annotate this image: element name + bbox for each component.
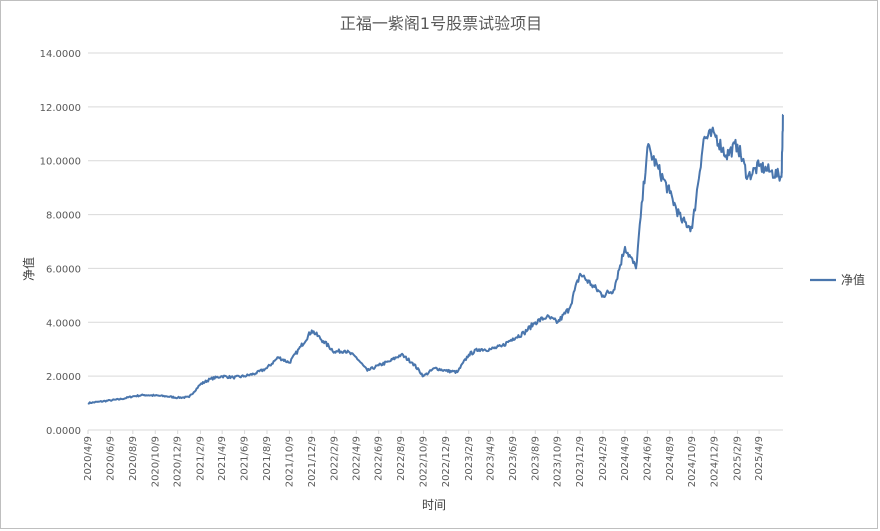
x-tick-label: 2023/4/9 <box>485 436 496 481</box>
series-layer <box>87 113 784 405</box>
x-tick-label: 2024/6/9 <box>642 436 653 481</box>
x-tick-label: 2022/2/9 <box>330 436 341 481</box>
grid-lines <box>88 52 783 377</box>
x-tick-label: 2020/8/9 <box>128 436 139 481</box>
x-tick-label: 2022/8/9 <box>396 436 407 481</box>
chart-title: 正福一紫阁1号股票试验项目 <box>340 14 542 33</box>
y-tick-label: 0.0000 <box>46 426 81 437</box>
x-tick-label: 2021/12/9 <box>307 436 318 487</box>
x-tick-label: 2023/10/9 <box>553 436 564 487</box>
x-tick-label: 2025/2/9 <box>732 436 743 481</box>
x-tick-label: 2024/8/9 <box>665 436 676 481</box>
legend-label: 净值 <box>841 272 865 287</box>
x-tick-label: 2022/6/9 <box>374 436 385 481</box>
x-tick-label: 2022/12/9 <box>441 436 452 487</box>
x-tick-label: 2024/10/9 <box>687 436 698 487</box>
x-tick-label: 2020/6/9 <box>105 436 116 481</box>
y-axis-ticks: 0.0000 2.0000 4.0000 6.0000 8.0000 10.0000 12.… <box>40 49 81 437</box>
y-tick-label: 4.0000 <box>46 318 81 329</box>
x-tick-label: 2024/2/9 <box>598 436 609 481</box>
x-tick-label: 2021/4/9 <box>217 436 228 481</box>
y-tick-label: 8.0000 <box>46 211 81 222</box>
y-tick-label: 10.0000 <box>40 157 81 168</box>
x-tick-label: 2022/4/9 <box>351 436 362 481</box>
x-tick-label: 2021/6/9 <box>240 436 251 481</box>
x-tick-label: 2022/10/9 <box>419 436 430 487</box>
y-tick-label: 2.0000 <box>46 372 81 383</box>
x-tick-label: 2021/8/9 <box>262 436 273 481</box>
x-tick-label: 2025/4/9 <box>754 436 765 481</box>
x-tick-label: 2021/10/9 <box>284 436 295 487</box>
y-axis-label: 净值 <box>21 257 36 281</box>
x-axis-ticks: 2020/4/9 2020/6/9 2020/8/9 2020/10/9 2020/12… <box>83 430 765 487</box>
y-tick-label: 6.0000 <box>46 264 81 275</box>
x-tick-label: 2023/12/9 <box>575 436 586 487</box>
legend: 净值 <box>810 272 865 287</box>
x-axis-label: 时间 <box>422 498 446 512</box>
y-tick-label: 12.0000 <box>40 103 81 114</box>
x-tick-label: 2020/12/9 <box>173 436 184 487</box>
y-tick-label: 14.0000 <box>40 49 81 60</box>
x-tick-label: 2024/4/9 <box>620 436 631 481</box>
series-line-net-value <box>87 113 784 405</box>
x-tick-label: 2020/4/9 <box>83 436 94 481</box>
x-tick-label: 2023/8/9 <box>530 436 541 481</box>
x-tick-label: 2023/2/9 <box>464 436 475 481</box>
x-tick-label: 2023/6/9 <box>508 436 519 481</box>
x-tick-label: 2021/2/9 <box>195 436 206 481</box>
x-tick-label: 2024/12/9 <box>710 436 721 487</box>
x-tick-label: 2020/10/9 <box>150 436 161 487</box>
